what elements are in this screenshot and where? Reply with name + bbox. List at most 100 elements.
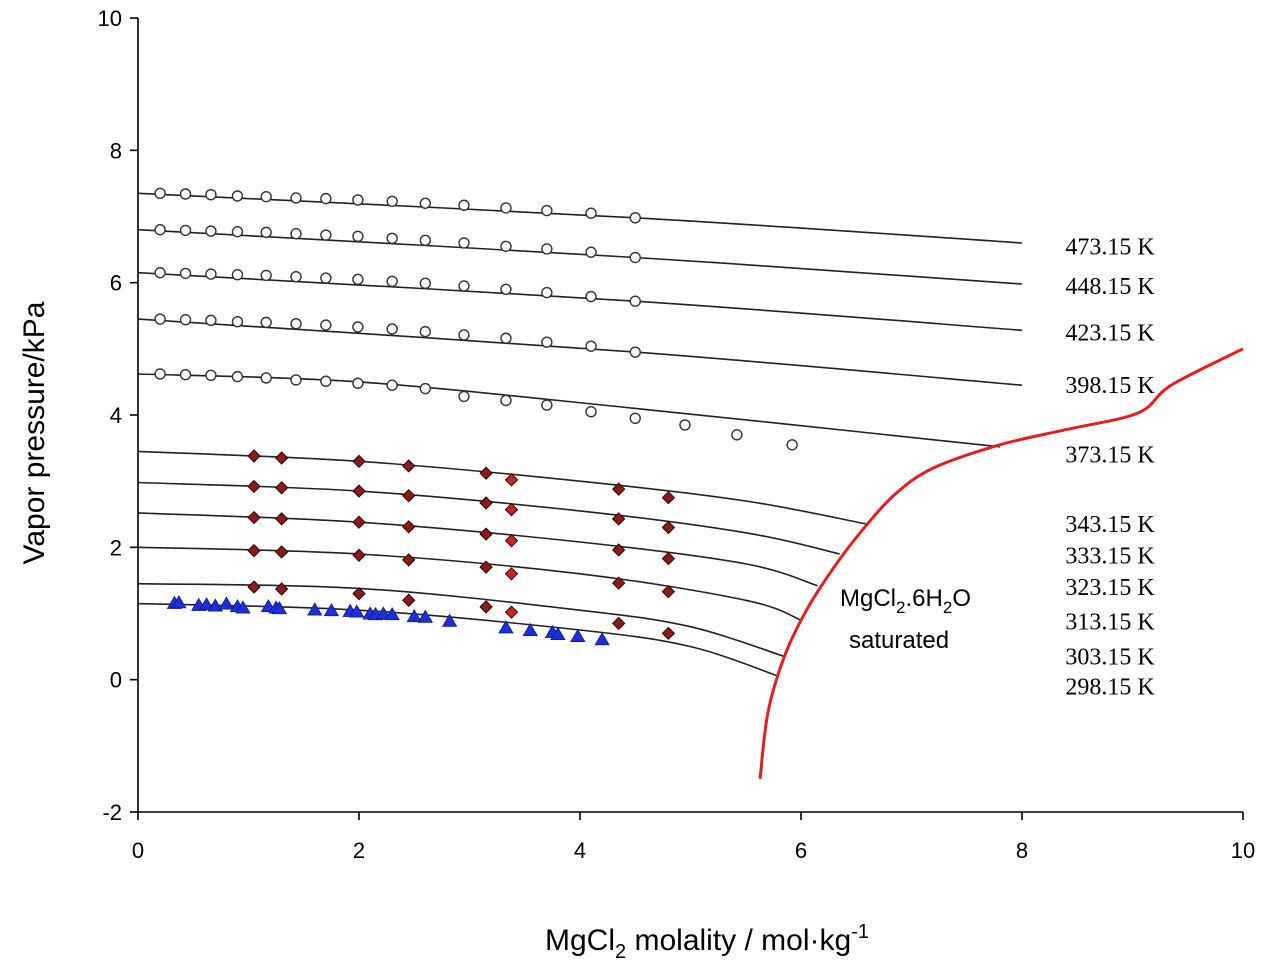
diamond-point-323-15-k (661, 551, 676, 566)
diamond-point-303-15-k (247, 580, 261, 594)
triangle-point-298-15-k (235, 600, 251, 614)
triangle-point-298-15-k (384, 607, 400, 621)
diamond-point-333-15-k (274, 481, 289, 495)
circle-point-423-15-k (154, 267, 166, 279)
circle-point-398-15-k (419, 325, 431, 338)
diamond-point-323-15-k (274, 512, 289, 526)
circle-point-473-15-k (231, 190, 244, 202)
triangle-point-298-15-k (171, 595, 187, 609)
diamond-point-343-15-k (402, 459, 416, 473)
isotherm-lines (137, 192, 1023, 678)
x-tick-label: 4 (574, 838, 586, 863)
diamond-point-303-15-k (504, 605, 519, 619)
circle-point-423-15-k (541, 286, 553, 299)
circle-point-423-15-k (205, 268, 217, 280)
circle-point-473-15-k (320, 192, 332, 205)
diamond-point-303-15-k (274, 582, 289, 596)
circle-point-423-15-k (260, 269, 272, 282)
circle-point-373-15-k (179, 368, 192, 381)
triangle-point-298-15-k (198, 597, 215, 611)
triangle-point-298-15-k (441, 613, 458, 627)
isotherm-line-398-15-k (137, 318, 1023, 386)
y-tick-label: 4 (110, 403, 122, 428)
circle-point-423-15-k (629, 295, 641, 307)
circle-point-448-15-k (320, 229, 332, 241)
triangle-point-298-15-k (307, 602, 323, 616)
circle-point-448-15-k (541, 243, 553, 255)
circle-point-398-15-k (458, 329, 470, 341)
circle-point-373-15-k (386, 379, 398, 391)
circle-point-423-15-k (290, 271, 302, 283)
axes (130, 17, 1244, 820)
circle-point-398-15-k (320, 319, 332, 331)
diamond-point-333-15-k (661, 520, 676, 535)
x-axis-title-sup: -1 (851, 921, 869, 943)
diamond-point-323-15-k (611, 543, 626, 557)
circle-point-473-15-k (205, 188, 217, 201)
circle-point-373-15-k (290, 374, 302, 386)
y-tick-label: 6 (110, 271, 122, 296)
y-tick-label: 0 (110, 668, 122, 693)
annot-base: MgCl (840, 585, 896, 612)
circle-point-398-15-k (154, 313, 166, 325)
circle-point-373-15-k (629, 412, 641, 425)
circle-point-373-15-k (585, 405, 597, 418)
circle-point-448-15-k (231, 226, 244, 238)
x-axis-title-base: MgCl (545, 924, 615, 957)
x-tick-label: 10 (1231, 838, 1255, 863)
isotherm-line-473-15-k (137, 192, 1023, 244)
saturation-annotation-line2: saturated (849, 627, 949, 654)
isotherm-line-298-15-k (137, 602, 780, 678)
x-axis-title-rest: molality / mol·kg (626, 924, 851, 957)
circle-point-398-15-k (290, 317, 302, 330)
isotherm-line-373-15-k (137, 373, 1000, 448)
circle-point-423-15-k (585, 290, 597, 303)
isotherm-label-333-15-k: 333.15 K (1065, 543, 1155, 569)
x-tick-label: 8 (1016, 838, 1028, 863)
circle-point-373-15-k (731, 429, 743, 441)
diamond-point-323-15-k (247, 510, 261, 525)
labels: 473.15 K 448.15 K 423.15 K 398.15 K 373.15 K… (18, 6, 1255, 963)
circle-point-373-15-k (458, 390, 470, 403)
triangle-point-298-15-k (406, 609, 422, 623)
circle-point-448-15-k (290, 228, 302, 240)
circle-point-398-15-k (500, 332, 512, 344)
x-axis-title-sub: 2 (615, 941, 626, 963)
diamond-point-313-15-k (402, 553, 416, 567)
annot-mid: .6H (905, 585, 942, 612)
x-axis-title: MgCl2 molality / mol·kg-1 (545, 921, 869, 963)
annot-sub: 2 (896, 598, 905, 617)
y-tick-label: 8 (110, 138, 122, 163)
triangle-point-298-15-k (207, 598, 224, 612)
circle-point-398-15-k (352, 321, 364, 333)
saturation-curve-layer (758, 347, 1244, 780)
annot-end: O (952, 585, 971, 612)
diamond-point-313-15-k (504, 567, 519, 581)
circle-point-373-15-k (231, 370, 244, 383)
circle-point-398-15-k (205, 314, 217, 327)
diamond-point-333-15-k (504, 502, 519, 517)
circle-point-473-15-k (179, 188, 192, 200)
diamond-point-303-15-k (402, 593, 416, 607)
circle-point-373-15-k (320, 375, 332, 387)
circle-point-473-15-k (154, 187, 166, 200)
diamond-point-343-15-k (479, 466, 493, 480)
circle-point-448-15-k (585, 246, 597, 258)
y-axis-title: Vapor pressure/kPa (18, 301, 51, 564)
triangle-point-298-15-k (550, 626, 566, 640)
circle-point-448-15-k (205, 225, 217, 237)
circle-point-423-15-k (179, 267, 192, 280)
circle-point-423-15-k (320, 272, 332, 284)
circle-point-473-15-k (419, 197, 431, 209)
circle-point-398-15-k (541, 336, 553, 348)
diamond-point-343-15-k (247, 449, 261, 463)
circle-point-373-15-k (205, 369, 217, 381)
triangle-point-298-15-k (594, 632, 610, 646)
isotherm-line-448-15-k (137, 228, 1023, 285)
diamond-point-303-15-k (479, 600, 493, 614)
circle-point-373-15-k (541, 399, 553, 411)
diamond-point-303-15-k (611, 616, 626, 631)
diamond-point-333-15-k (479, 496, 493, 510)
circle-point-473-15-k (458, 199, 470, 211)
